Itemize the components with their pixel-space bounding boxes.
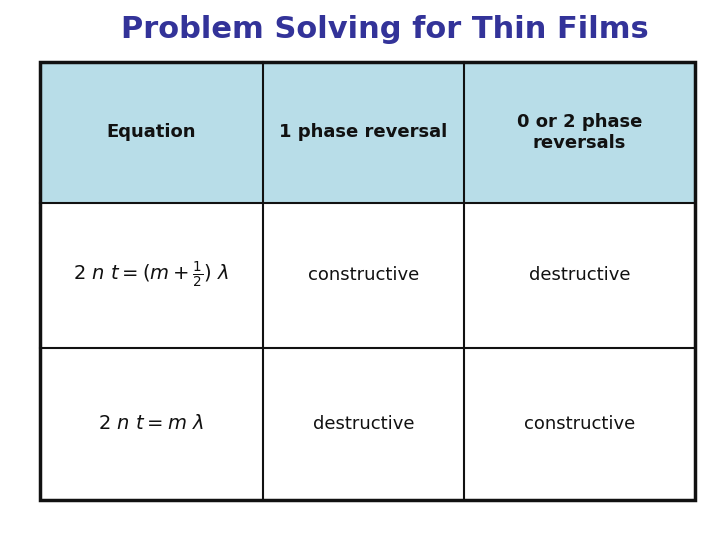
- Bar: [40, 62, 695, 500]
- Text: 0 or 2 phase
reversals: 0 or 2 phase reversals: [517, 113, 642, 152]
- Text: $2\ \mathit{n}\ \mathit{t} = (\mathit{m} + \frac{1}{2})\ \lambda$: $2\ \mathit{n}\ \mathit{t} = (\mathit{m}…: [73, 260, 229, 291]
- Text: $2\ \mathit{n}\ \mathit{t} = \mathit{m}\ \lambda$: $2\ \mathit{n}\ \mathit{t} = \mathit{m}\…: [98, 414, 204, 434]
- Text: Equation: Equation: [107, 123, 196, 141]
- Text: 1 phase reversal: 1 phase reversal: [279, 123, 448, 141]
- Text: Problem Solving for Thin Films: Problem Solving for Thin Films: [122, 15, 649, 44]
- Text: destructive: destructive: [529, 266, 630, 285]
- Text: destructive: destructive: [313, 415, 414, 433]
- Text: constructive: constructive: [308, 266, 419, 285]
- Bar: [40, 62, 695, 202]
- Text: constructive: constructive: [524, 415, 635, 433]
